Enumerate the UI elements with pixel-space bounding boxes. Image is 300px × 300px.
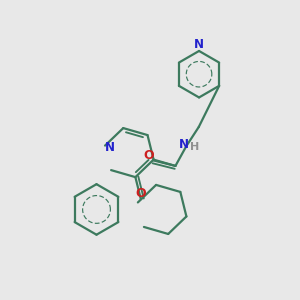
Text: H: H bbox=[190, 142, 199, 152]
Text: N: N bbox=[105, 141, 115, 154]
Text: O: O bbox=[144, 148, 154, 161]
Text: N: N bbox=[178, 138, 188, 151]
Text: O: O bbox=[136, 187, 146, 200]
Text: N: N bbox=[194, 38, 204, 51]
